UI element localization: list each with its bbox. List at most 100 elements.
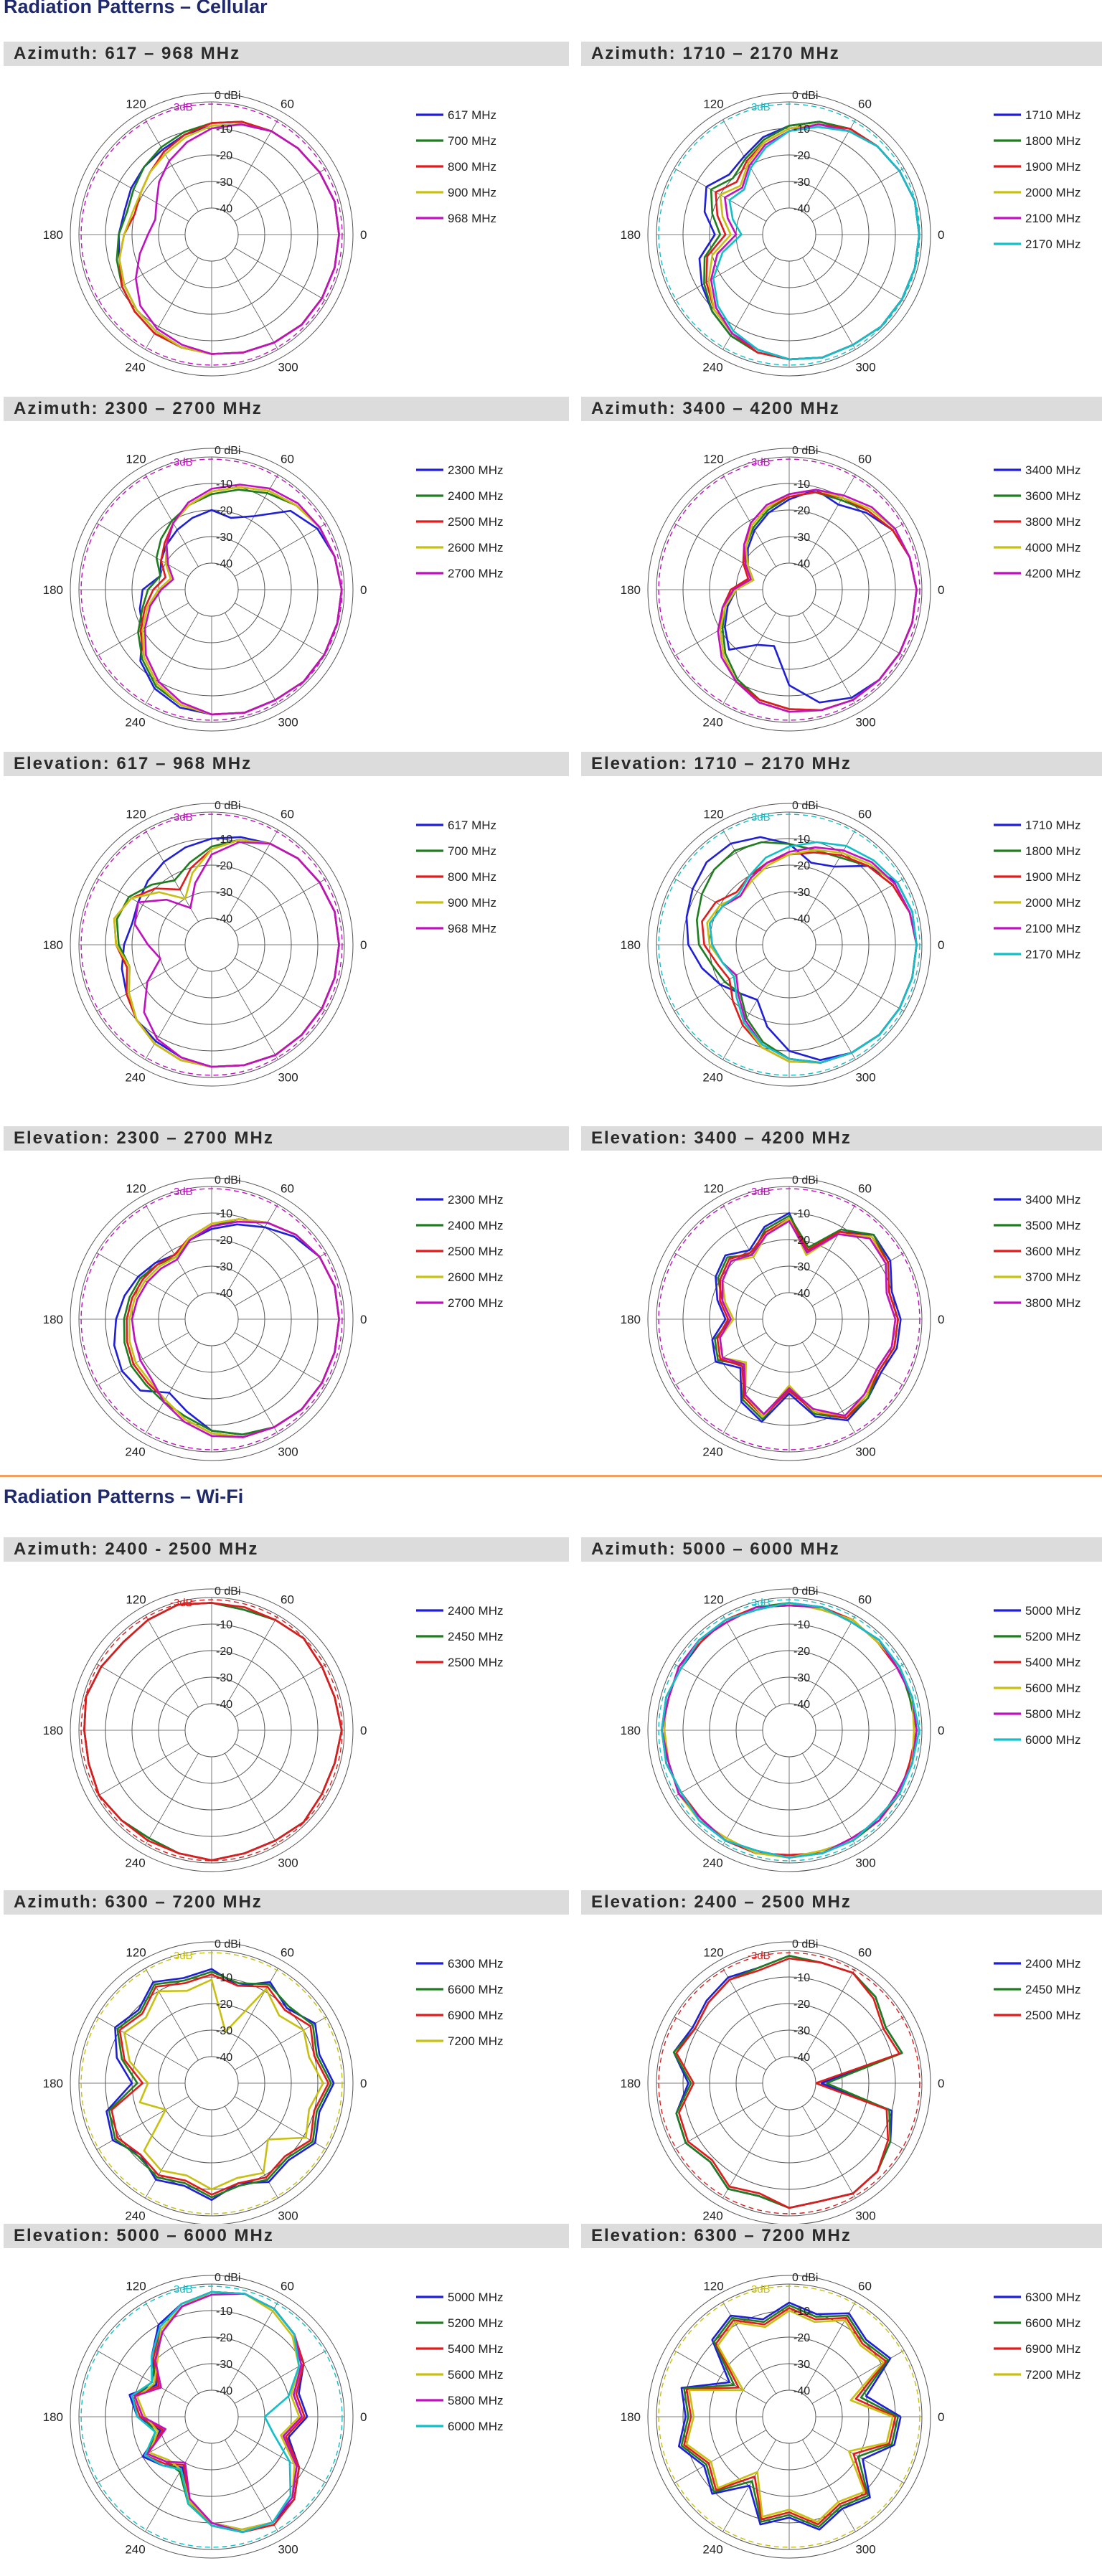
series-line [672,1955,903,2209]
reference-ring-label: -3dB [170,1950,193,1962]
angle-label: 240 [702,1445,722,1458]
grid-spoke [722,1752,776,1846]
legend-label: 1900 MHz [1025,160,1080,174]
ring-label: -30 [793,532,810,544]
reference-ring [80,1952,343,2214]
grid-spoke [225,1204,278,1297]
grid-spoke [722,612,776,705]
ring-label-0dbi: 0 dBi [792,2272,818,2284]
reference-ring [658,1599,920,1862]
chart-panel-az-2300-2700: Azimuth: 2300 – 2700 MHz 0 dBi -10 -20 -30 -… [4,397,569,737]
ring-label-0dbi: 0 dBi [792,445,818,457]
angle-label: 300 [278,2209,298,2222]
reference-ring-label: -3dB [748,1186,771,1198]
polar-chart-wifi-az-6300-7200: 0 dBi -10 -20 -30 -40 -3dB 0 60 120 180 240 300 6300… [43,1938,503,2225]
reference-ring-label: -3dB [170,811,193,824]
grid-spoke [811,878,905,932]
grid-spoke [145,2105,199,2199]
polar-chart-el-1710-2170: 0 dBi -10 -20 -30 -40 -3dB 0 60 120 180 240 300 1710… [621,800,1080,1087]
legend-label: 1710 MHz [1025,108,1080,122]
chart-panel-el-617-968: Elevation: 617 – 968 MHz 0 dBi -10 -20 -30 -… [4,752,569,1092]
grid-spoke [234,2350,327,2404]
ring-label: -30 [216,176,232,189]
legend-label: 2400 MHz [448,1219,503,1232]
ring-label: -40 [216,2052,232,2064]
outer-ring [647,93,931,377]
ring-label: -40 [793,2052,810,2064]
chart-panel-az-3400-4200: Azimuth: 3400 – 4200 MHz 0 dBi -10 -20 -30 -… [581,397,1102,737]
grid-spoke [802,1204,856,1297]
angle-label: 240 [702,2209,722,2222]
polar-chart-az-3400-4200: 0 dBi -10 -20 -30 -40 -3dB 0 60 120 180 240 300 3400… [621,445,1080,732]
ring-label: -30 [793,887,810,899]
polar-chart-wifi-el-5000-6000: 0 dBi -10 -20 -30 -40 -3dB 0 60 120 180 240 300 5000… [43,2272,503,2559]
legend-label: 6000 MHz [1025,1733,1080,1747]
legend-label: 3500 MHz [1025,1219,1080,1232]
grid-spoke [96,1743,189,1797]
series-line [128,2290,309,2531]
ring-label: -10 [216,478,232,491]
angle-label: 0 [360,2410,367,2424]
grid-spoke [145,1341,199,1435]
angle-label: 180 [43,583,63,597]
angle-label: 120 [703,452,723,466]
chart-title: Azimuth: 6300 – 7200 MHz [4,1890,569,1915]
ring-label: -10 [793,478,810,491]
legend-label: 2400 MHz [1025,1957,1080,1971]
ring-label: -40 [216,1288,232,1300]
angle-label: 180 [621,2077,641,2090]
ring-label: -10 [216,2306,232,2318]
series-line [685,2309,894,2523]
ring-label: -10 [216,834,232,846]
legend-label: 1710 MHz [1025,818,1080,832]
ring-label: -10 [793,834,810,846]
legend-label: 968 MHz [448,922,496,935]
chart-panel-wifi-az-2400-2500: Azimuth: 2400 - 2500 MHz 0 dBi -10 -20 -30 -… [4,1537,569,1877]
ring-label: -10 [793,2306,810,2318]
series-line [143,483,343,716]
reference-ring-label: -3dB [170,456,193,468]
outer-ring [647,1177,931,1461]
legend-label: 2500 MHz [448,1656,503,1669]
angle-label: 240 [125,2209,145,2222]
angle-label: 300 [855,2542,875,2556]
ring-label: -20 [793,150,810,162]
angle-label: 60 [858,452,872,466]
grid-spoke [802,2105,856,2199]
grid-spoke [225,2439,278,2532]
ring-label-0dbi: 0 dBi [215,90,240,102]
chart-title: Azimuth: 5000 – 6000 MHz [581,1537,1102,1562]
legend-label: 2600 MHz [448,541,503,555]
ring-label: -30 [793,2025,810,2037]
grid-spoke [802,1615,856,1708]
legend-label: 6900 MHz [1025,2342,1080,2356]
grid-spoke [145,2301,199,2395]
ring-label: -30 [793,1261,810,1273]
reference-ring [80,103,343,366]
legend-label: 5400 MHz [1025,1656,1080,1669]
reference-ring-label: -3dB [748,811,771,824]
series-line [113,1223,340,1436]
chart-title: Azimuth: 3400 – 4200 MHz [581,397,1102,421]
grid-spoke [234,1332,327,1386]
series-line [123,1978,324,2191]
ring-label: -30 [793,176,810,189]
grid-spoke [811,523,905,577]
angle-label: 120 [703,1593,723,1606]
series-line [716,1217,899,1420]
grid-ring [762,917,816,972]
reference-ring [80,458,343,721]
grid-ring [184,917,239,972]
angle-label: 60 [281,1945,294,1959]
grid-spoke [811,168,905,222]
ring-label: -10 [216,1208,232,1220]
legend-label: 2450 MHz [1025,1983,1080,1996]
angle-label: 300 [855,715,875,729]
legend-label: 2000 MHz [1025,186,1080,199]
grid-spoke [225,1752,278,1846]
chart-panel-wifi-el-6300-7200: Elevation: 6300 – 7200 MHz 0 dBi -10 -20 -3… [581,2224,1102,2564]
grid-spoke [811,247,905,301]
ring-label-0dbi: 0 dBi [215,1174,240,1186]
reference-ring [658,2285,920,2548]
chart-panel-wifi-el-5000-6000: Elevation: 5000 – 6000 MHz 0 dBi -10 -20 -3… [4,2224,569,2564]
